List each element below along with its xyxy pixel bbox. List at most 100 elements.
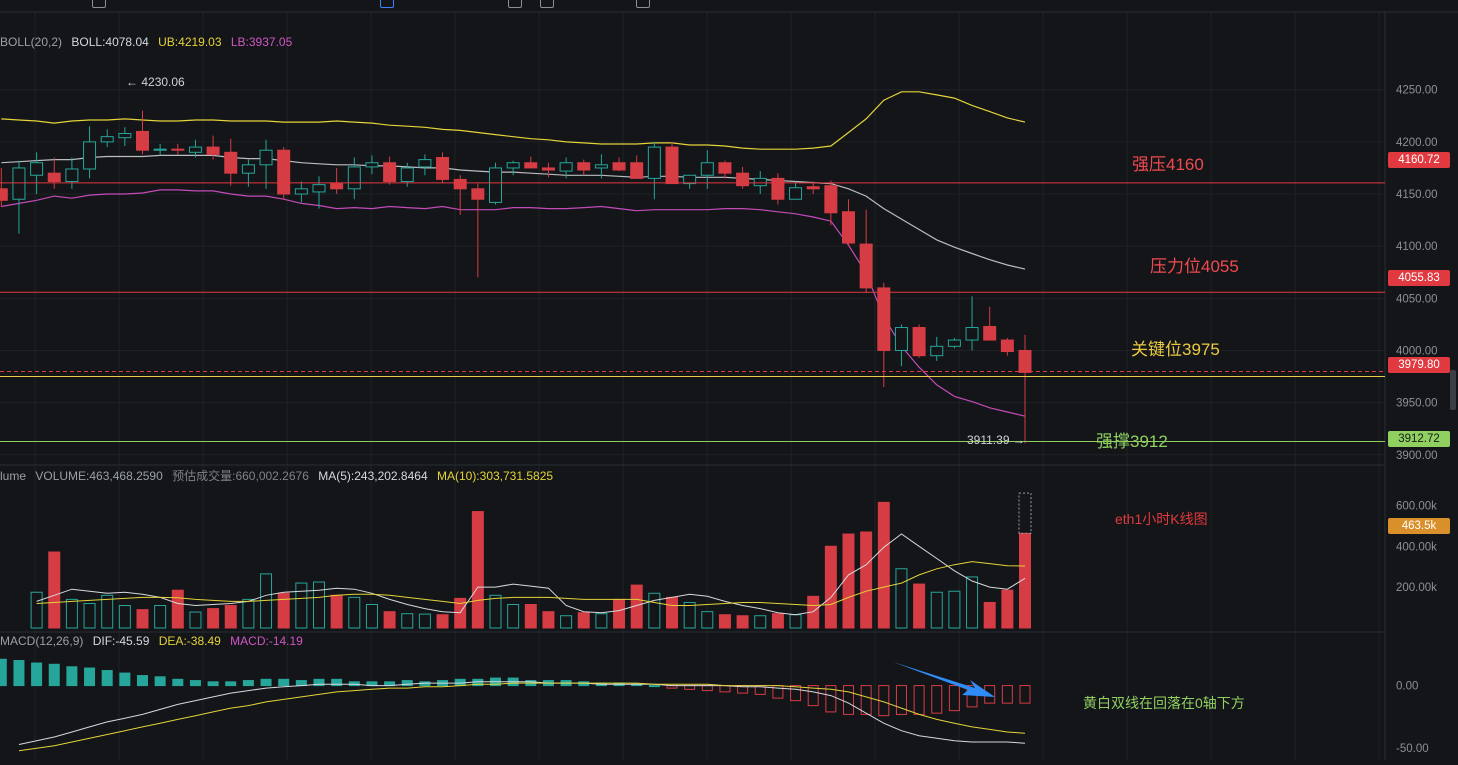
volume-bar (189, 611, 202, 629)
macd-label: MACD(12,26,9) (0, 634, 84, 648)
volume-value: VOLUME:463,468.2590 (35, 469, 163, 483)
volume-bar (595, 613, 608, 629)
volume-bar (736, 615, 749, 629)
volume-ma5-line (36, 533, 1026, 616)
volume-tick-label: 600.00k (1396, 500, 1437, 512)
volume-tick-label: 400.00k (1396, 541, 1437, 553)
volume-bar (1001, 589, 1014, 629)
candle-body (188, 146, 202, 153)
volume-bar (648, 592, 661, 629)
volume-bar (824, 545, 837, 629)
shape-icon[interactable] (380, 0, 394, 8)
macd-histogram-bar (0, 658, 7, 687)
candle-body (524, 162, 538, 169)
volume-bar (524, 604, 537, 629)
macd-histogram-bar (313, 678, 325, 687)
high-marker: ← 4230.06 (126, 75, 185, 89)
candle-body (47, 172, 61, 183)
volume-bar (136, 609, 149, 629)
candle-body (541, 167, 555, 171)
price-tick-label: 4200.00 (1396, 137, 1438, 149)
chart-note: eth1小时K线图 (1115, 511, 1208, 527)
volume-label: lume (0, 469, 27, 483)
volume-tag: 463.5k (1388, 518, 1450, 534)
macd-histogram-bar (172, 678, 184, 687)
macd-histogram-bar (278, 678, 290, 687)
macd-histogram-bar (225, 681, 237, 687)
trash-icon[interactable] (636, 0, 650, 8)
macd-histogram-bar (401, 680, 413, 687)
volume-bar (560, 615, 573, 629)
candle-body (118, 133, 132, 139)
volume-bar (436, 614, 449, 629)
volume-bar (418, 613, 431, 629)
strong-resistance-annotation: 强压4160 (1132, 155, 1204, 174)
macd-histogram-bar (101, 670, 113, 687)
macd-histogram-bar (843, 685, 854, 715)
macd-histogram-bar (1001, 685, 1013, 704)
boll-label: BOLL(20,2) (0, 35, 63, 49)
volume-bar (171, 589, 184, 629)
price-tick-label: 3950.00 (1396, 398, 1438, 410)
boll-value: BOLL:4078.04 (71, 35, 149, 49)
layout-icon[interactable] (508, 0, 522, 8)
macd-histogram-bar (807, 685, 819, 707)
layers-icon[interactable] (540, 0, 554, 8)
candle-body (506, 162, 520, 169)
candle-body (912, 327, 926, 357)
volume-bar (718, 614, 731, 629)
macd-histogram-bar (260, 678, 272, 687)
candle-body (330, 183, 344, 190)
macd-histogram-bar (948, 685, 960, 712)
candle-body (718, 162, 732, 174)
volume-bar (383, 611, 396, 629)
low-marker-value: 3911.39 (967, 433, 1010, 447)
macd-histogram-bar (895, 685, 907, 715)
volume-bar (48, 551, 61, 629)
volume-bar (401, 613, 414, 629)
candle-body (400, 167, 414, 183)
volume-bar (860, 531, 873, 629)
candle-body (894, 327, 908, 351)
boll-upper-value: UB:4219.03 (158, 35, 222, 49)
candle-body (559, 162, 573, 172)
volume-bar (930, 591, 943, 629)
volume-bar (118, 605, 131, 629)
boll-lower-line (1, 189, 1026, 417)
macd-histogram-bar (137, 675, 148, 687)
price-tick-label: 4250.00 (1396, 85, 1438, 97)
volume-bar (877, 501, 890, 629)
candle-body (383, 162, 397, 183)
volume-bar (842, 533, 855, 629)
draw-line-icon[interactable] (92, 0, 106, 8)
volume-bar (313, 581, 325, 629)
candle-body (683, 174, 697, 185)
volume-bar (948, 590, 961, 629)
macd-note: 黄白双线在回落在0轴下方 (1083, 695, 1245, 711)
candle-body (30, 162, 44, 176)
macd-tick-label: 0.00 (1396, 681, 1418, 693)
macd-histogram-bar (189, 680, 201, 687)
volume-bar (895, 568, 908, 629)
candle-body (312, 184, 326, 193)
macd-histogram-bar (966, 685, 978, 708)
volume-bar (224, 605, 237, 629)
candle-body (241, 164, 255, 174)
volume-bar (207, 608, 220, 629)
candle-body (771, 177, 785, 200)
price-tick-label: 4050.00 (1396, 293, 1438, 305)
volume-legend: lume VOLUME:463,468.2590 预估成交量:660,002.2… (0, 467, 559, 484)
macd-dea: DEA:-38.49 (158, 634, 221, 648)
candle-body (153, 148, 167, 151)
volume-bar (65, 598, 78, 629)
resistance-annotation: 压力位4055 (1150, 257, 1239, 276)
candle-body (789, 187, 803, 200)
volume-bar (101, 594, 114, 629)
candle-body (136, 130, 149, 151)
candle-body (83, 141, 97, 170)
volume-ma10: MA(10):303,731.5825 (436, 469, 554, 483)
candle-body (100, 136, 114, 143)
candle-body (753, 177, 767, 187)
